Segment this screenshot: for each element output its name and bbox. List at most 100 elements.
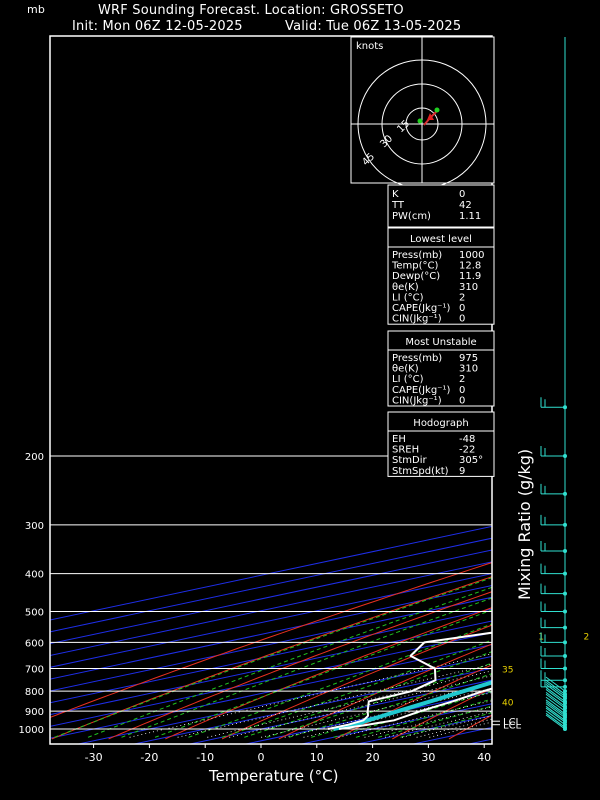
index-key: PW(cm) xyxy=(392,211,431,222)
temperature-tick-label: 30 xyxy=(421,751,435,764)
most-unstable-key: θe(K) xyxy=(392,364,419,375)
temperature-tick-label: -30 xyxy=(85,751,103,764)
mixing-ratio-axis-label: Mixing Ratio (g/kg) xyxy=(515,449,534,600)
most-unstable-key: CIN(Jkg⁻¹) xyxy=(392,395,442,406)
moist-adiabat-line xyxy=(378,705,492,738)
dry-adiabat-line xyxy=(221,624,492,740)
wind-barb xyxy=(545,676,566,692)
chart-title: WRF Sounding Forecast. Location: GROSSET… xyxy=(98,3,404,18)
most-unstable-value: 0 xyxy=(459,395,465,406)
hodograph-title: knots xyxy=(356,41,383,52)
lcl-label: LCL xyxy=(503,717,522,728)
most-unstable-key: Press(mb) xyxy=(392,353,442,364)
pressure-tick-label: 500 xyxy=(25,607,44,618)
lowest-level-value: 310 xyxy=(459,282,478,293)
isotherm-line xyxy=(50,620,492,716)
moist-adiabat-line xyxy=(221,639,492,738)
dry-adiabat-line xyxy=(278,643,492,740)
moist-adiabat-line xyxy=(188,623,492,738)
temperature-tick-label: 0 xyxy=(258,751,265,764)
pressure-tick-label: 700 xyxy=(25,665,44,676)
lowest-level-key: Temp(°C) xyxy=(391,261,439,272)
pressure-unit-label: mb xyxy=(27,3,46,16)
temperature-tick-label: 10 xyxy=(310,751,324,764)
mixing-ratio-tick-label: 40 xyxy=(502,698,514,708)
wind-barb xyxy=(545,693,566,709)
most-unstable-key: LI (°C) xyxy=(392,374,424,385)
bunkers-right-marker xyxy=(434,107,440,113)
hodograph-stats-key: SREH xyxy=(392,445,419,456)
isotherm-line xyxy=(50,549,492,645)
moist-adiabat-line xyxy=(154,609,492,738)
isotherm-line xyxy=(50,644,492,739)
profile-lines xyxy=(327,631,492,731)
lcl-label: LCL xyxy=(503,721,522,732)
wind-barb xyxy=(545,691,566,707)
most-unstable-title: Most Unstable xyxy=(405,337,476,348)
wind-barb xyxy=(545,705,566,721)
wind-barb xyxy=(545,689,566,704)
mixing-ratio-line xyxy=(401,715,492,738)
pressure-tick-label: 400 xyxy=(25,570,44,581)
moist-adiabat-line xyxy=(355,698,492,738)
pressure-tick-label: 900 xyxy=(25,707,44,718)
moist-adiabat-line xyxy=(244,651,492,738)
dewpoint-curve xyxy=(327,631,492,730)
moist-adiabat-line xyxy=(54,577,492,738)
isotherm-line xyxy=(50,561,492,656)
wind-barb xyxy=(545,687,566,702)
background-grid xyxy=(50,66,600,744)
lowest-level-value: 0 xyxy=(459,303,465,314)
index-value: 1.11 xyxy=(459,211,481,222)
pressure-tick-label: 600 xyxy=(25,638,44,649)
hodograph-stats-value: -48 xyxy=(459,434,475,445)
hodograph-stats-title: Hodograph xyxy=(413,418,468,429)
wind-barb xyxy=(545,703,566,719)
mixing-ratio-tick-label: 2 xyxy=(583,632,589,642)
isotherm-line xyxy=(50,608,492,704)
dry-adiabat-line xyxy=(392,687,492,740)
most-unstable-value: 310 xyxy=(459,364,478,375)
wind-barb xyxy=(545,707,566,723)
axes: 1234681015202530354020030040050060070080… xyxy=(19,452,590,764)
x-axis-label: Temperature (°C) xyxy=(208,767,338,785)
most-unstable-value: 975 xyxy=(459,353,478,364)
wind-barb xyxy=(545,696,566,712)
most-unstable-value: 0 xyxy=(459,385,465,396)
temperature-tick-label: -20 xyxy=(140,751,158,764)
wind-barb xyxy=(545,710,566,726)
temperature-curve xyxy=(338,687,492,730)
temperature-tick-label: -10 xyxy=(196,751,214,764)
lowest-level-key: Press(mb) xyxy=(392,250,442,261)
wind-barb xyxy=(545,714,566,730)
dry-adiabat-line xyxy=(50,562,492,719)
wind-barb xyxy=(545,681,566,697)
index-value: 42 xyxy=(459,200,472,211)
lowest-level-value: 11.9 xyxy=(459,271,481,282)
storm-motion-marker xyxy=(427,113,434,120)
lowest-level-key: CIN(Jkg⁻¹) xyxy=(392,314,442,325)
most-unstable-box xyxy=(387,330,495,407)
valid-time: Valid: Tue 06Z 13-05-2025 xyxy=(285,19,462,34)
dry-adiabat-line xyxy=(563,66,600,739)
index-key: TT xyxy=(391,200,405,211)
lowest-level-title: Lowest level xyxy=(410,234,472,245)
temperature-tick-label: 40 xyxy=(477,751,491,764)
mixing-ratio-tick-label: 35 xyxy=(502,666,513,676)
dry-adiabat-line xyxy=(108,591,492,740)
moist-adiabat-line xyxy=(121,597,492,738)
lowest-level-key: Dewp(°C) xyxy=(392,271,440,282)
most-unstable-key: CAPE(Jkg⁻¹) xyxy=(392,385,450,396)
moist-adiabat-line xyxy=(87,586,492,738)
lowest-level-value: 1000 xyxy=(459,250,484,261)
hodograph-stats-value: -22 xyxy=(459,445,475,456)
isotherm-line xyxy=(50,537,492,633)
lowest-level-key: LI (°C) xyxy=(392,292,424,303)
wind-barb xyxy=(545,699,566,715)
hodograph-stats-key: EH xyxy=(392,434,406,445)
moist-adiabat-line xyxy=(400,712,492,738)
wind-profile xyxy=(540,37,567,731)
pressure-tick-label: 800 xyxy=(25,687,44,698)
hodograph-stats-value: 9 xyxy=(459,466,465,477)
